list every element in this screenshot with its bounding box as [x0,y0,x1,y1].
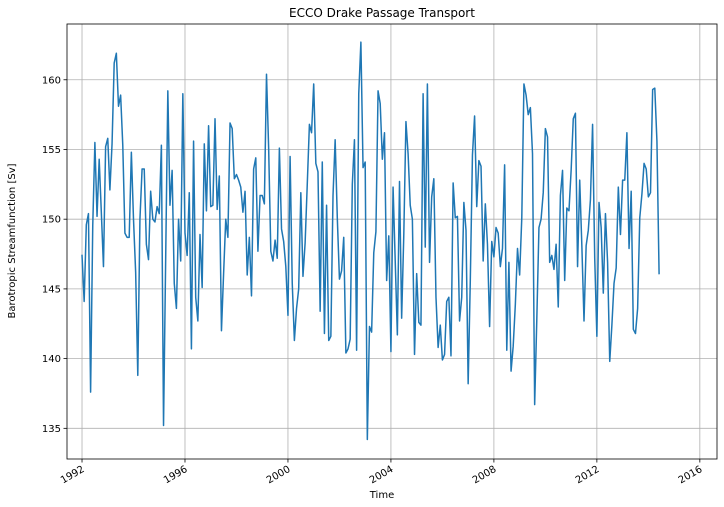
y-tick-label: 150 [42,215,61,226]
y-tick-label: 140 [42,354,61,365]
series-group [81,41,660,441]
y-axis-ticks: 135 140 145 150 155 160 [42,75,67,435]
y-tick-label: 155 [42,145,61,156]
y-tick-label: 135 [42,424,61,435]
y-tick-label: 160 [42,75,61,86]
x-axis-title: Time [369,490,394,501]
series-line-0 [81,41,660,441]
y-axis-title: Barotropic Streamfunction [Sv] [7,163,18,318]
chart-title: ECCO Drake Passage Transport [289,6,475,20]
plot-area-frame [66,23,718,460]
y-tick-label: 145 [42,284,61,295]
